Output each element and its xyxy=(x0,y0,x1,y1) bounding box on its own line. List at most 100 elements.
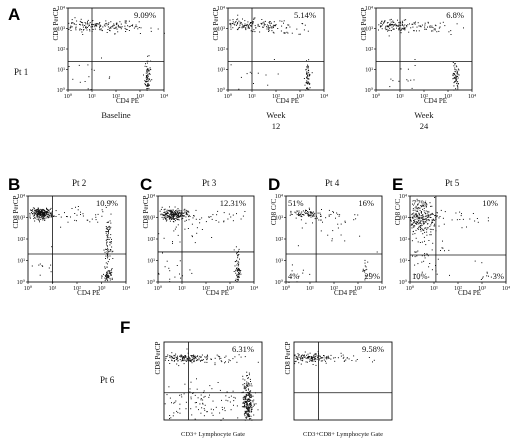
event-dot xyxy=(420,225,422,226)
event-dot xyxy=(147,78,149,80)
event-dot xyxy=(107,221,109,223)
event-dot xyxy=(108,225,110,227)
event-dot xyxy=(351,360,353,361)
event-dot xyxy=(263,25,265,27)
event-dot xyxy=(420,227,421,229)
event-dot xyxy=(194,394,196,396)
y-tick-label: 10⁰ xyxy=(147,279,156,286)
event-dot xyxy=(289,26,291,28)
event-dot xyxy=(145,85,147,87)
event-dot xyxy=(173,360,175,362)
event-dot xyxy=(246,384,248,386)
event-dot xyxy=(421,271,423,273)
event-dot xyxy=(50,271,52,273)
event-dot xyxy=(264,24,266,26)
event-dot xyxy=(236,405,238,407)
event-dot xyxy=(138,21,140,23)
event-dot xyxy=(97,221,99,223)
event-dots xyxy=(288,207,378,283)
event-dot xyxy=(169,278,171,280)
event-dot xyxy=(428,211,430,213)
event-dot xyxy=(90,26,92,28)
event-dot xyxy=(245,27,247,29)
event-dot xyxy=(461,213,462,215)
event-dot xyxy=(238,248,240,250)
event-dot xyxy=(99,29,101,31)
event-dot xyxy=(452,62,454,63)
event-dot xyxy=(36,218,38,220)
event-dot xyxy=(245,394,247,396)
event-dot xyxy=(32,215,34,217)
event-dot xyxy=(303,214,305,216)
event-dot xyxy=(89,30,91,32)
event-dot xyxy=(109,241,111,243)
dot-plot-f-8: CD8 PerCP 6.31%CD3+ Lymphocyte Gate xyxy=(154,341,263,438)
event-dot xyxy=(182,215,184,217)
event-dot xyxy=(202,359,204,361)
event-dot xyxy=(257,23,259,25)
event-dot xyxy=(105,239,107,241)
event-dot xyxy=(91,218,93,220)
event-dot xyxy=(441,247,443,249)
event-dot xyxy=(417,214,419,216)
event-dot xyxy=(301,23,303,24)
event-dot xyxy=(186,212,187,214)
event-dot xyxy=(67,221,69,223)
event-dot xyxy=(305,361,307,363)
event-dot xyxy=(34,220,36,222)
event-dot xyxy=(193,215,194,217)
event-dot xyxy=(46,213,48,215)
event-dot xyxy=(49,213,51,215)
event-dot xyxy=(110,270,112,272)
event-dot xyxy=(174,355,176,357)
event-dot xyxy=(432,242,434,244)
event-dot xyxy=(262,22,264,24)
event-dot xyxy=(243,401,245,403)
event-dot xyxy=(244,23,246,25)
event-dot xyxy=(171,216,173,218)
event-dot xyxy=(388,25,390,27)
event-dot xyxy=(219,356,221,358)
event-dot xyxy=(39,274,41,276)
event-dot xyxy=(173,217,174,219)
event-dot xyxy=(166,216,168,218)
event-dot xyxy=(296,214,298,216)
event-dot xyxy=(456,73,458,75)
event-dot xyxy=(339,214,341,216)
event-dot xyxy=(36,216,38,218)
event-dot xyxy=(135,24,137,26)
event-dot xyxy=(200,394,202,396)
event-dot xyxy=(243,405,245,407)
event-dot xyxy=(308,82,310,84)
event-dot xyxy=(355,218,357,220)
event-dot xyxy=(455,69,457,71)
event-dot xyxy=(230,409,232,411)
event-dot xyxy=(174,220,176,222)
x-tick-label: 10² xyxy=(202,286,210,292)
event-dot xyxy=(194,355,196,357)
event-dot xyxy=(456,23,458,25)
event-dot xyxy=(244,406,246,408)
event-dot xyxy=(160,214,162,216)
event-dot xyxy=(248,406,250,408)
event-dot xyxy=(238,20,240,22)
y-axis-title: CD8 PerCP xyxy=(284,341,292,374)
event-dot xyxy=(414,59,416,60)
event-dot xyxy=(89,221,91,223)
event-dot xyxy=(74,219,76,221)
event-dot xyxy=(50,216,52,218)
event-dot xyxy=(105,262,107,264)
event-dot xyxy=(426,234,428,236)
event-dot xyxy=(311,360,313,362)
event-dot xyxy=(171,209,173,211)
event-dot xyxy=(220,357,222,359)
event-dot xyxy=(237,279,238,281)
event-dot xyxy=(328,215,330,217)
event-dot xyxy=(180,394,182,396)
event-dot xyxy=(389,19,391,21)
event-dot xyxy=(83,29,85,30)
event-dot xyxy=(124,22,126,24)
event-dot xyxy=(132,25,133,27)
event-dot xyxy=(100,25,102,27)
